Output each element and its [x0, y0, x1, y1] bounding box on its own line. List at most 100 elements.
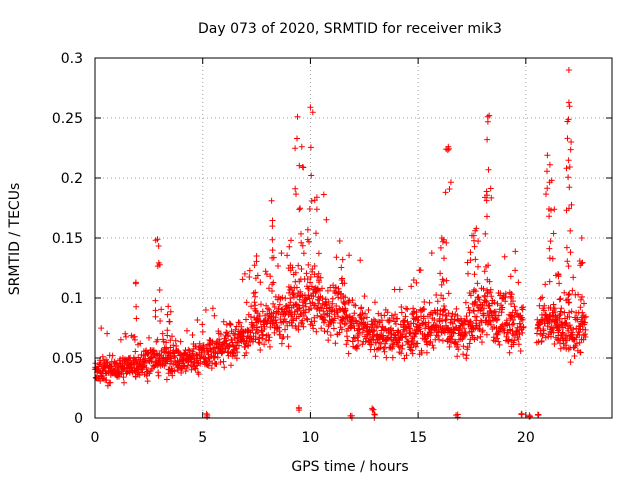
data-point — [121, 379, 127, 386]
data-point — [188, 366, 195, 373]
data-point — [483, 188, 490, 195]
data-point — [133, 303, 140, 310]
data-point — [332, 340, 339, 347]
x-tick-label: 0 — [91, 430, 100, 446]
data-point — [410, 277, 417, 283]
data-point — [476, 296, 483, 303]
data-point — [143, 364, 150, 371]
data-point — [331, 315, 338, 322]
y-tick-label: 0.1 — [61, 291, 83, 307]
data-point — [426, 299, 433, 306]
data-point — [211, 312, 218, 319]
data-point — [561, 289, 568, 296]
data-point — [360, 315, 367, 322]
data-point — [471, 243, 478, 250]
data-point — [177, 338, 184, 345]
data-point — [466, 340, 473, 347]
data-point — [517, 348, 524, 354]
data-point — [155, 243, 162, 249]
data-point — [167, 337, 174, 344]
data-point — [386, 317, 393, 324]
data-point — [361, 293, 368, 300]
data-point — [578, 260, 585, 267]
data-point — [163, 376, 170, 383]
data-point — [103, 356, 110, 363]
data-point — [512, 267, 519, 274]
data-point — [266, 285, 272, 292]
data-point — [516, 331, 523, 338]
data-point — [408, 347, 415, 354]
data-point — [462, 330, 469, 337]
data-point — [494, 335, 500, 342]
data-point — [164, 327, 171, 334]
data-point — [467, 257, 474, 264]
data-point — [477, 307, 484, 314]
data-point — [308, 305, 315, 312]
data-point — [362, 338, 369, 345]
data-point — [418, 349, 425, 356]
data-point — [195, 371, 202, 378]
data-point — [466, 309, 473, 316]
data-point — [359, 310, 366, 316]
data-point — [544, 185, 551, 192]
data-point — [297, 311, 304, 318]
data-point — [265, 337, 272, 344]
data-point — [567, 359, 574, 366]
data-point — [292, 269, 299, 276]
data-point — [247, 313, 254, 320]
data-point — [271, 304, 278, 310]
data-point — [581, 319, 588, 326]
data-point — [577, 296, 584, 303]
data-point — [460, 334, 467, 340]
data-point — [320, 308, 327, 315]
data-point — [133, 315, 140, 322]
data-point — [453, 305, 460, 312]
data-point — [546, 255, 553, 262]
data-point — [319, 295, 326, 302]
data-point — [365, 307, 372, 313]
data-point — [152, 297, 159, 304]
data-point — [221, 364, 228, 371]
data-point — [483, 197, 490, 204]
data-point — [169, 372, 176, 379]
data-point — [249, 323, 256, 330]
data-point — [234, 339, 241, 346]
data-point — [302, 309, 309, 316]
data-point — [307, 274, 314, 280]
data-point — [482, 230, 489, 237]
data-point — [248, 303, 255, 310]
data-point — [300, 323, 307, 330]
data-point — [428, 250, 435, 256]
data-point — [573, 340, 580, 347]
data-point — [436, 336, 443, 343]
data-point — [478, 306, 485, 313]
data-point — [296, 304, 303, 311]
data-point — [491, 299, 498, 306]
data-point — [352, 302, 359, 309]
data-point — [287, 299, 294, 306]
data-point — [294, 135, 300, 142]
data-point — [358, 304, 365, 311]
data-point — [257, 279, 264, 286]
data-point — [505, 336, 512, 343]
data-point — [421, 299, 428, 305]
data-point — [270, 300, 277, 307]
data-point — [577, 349, 584, 356]
data-point — [459, 321, 466, 328]
data-point — [330, 325, 337, 332]
x-tick-label: 5 — [198, 430, 207, 446]
data-point — [378, 327, 385, 334]
data-point — [413, 279, 420, 286]
data-point — [474, 280, 481, 287]
data-point — [402, 313, 409, 320]
data-point — [551, 341, 558, 347]
data-point — [520, 304, 527, 311]
data-point — [233, 355, 240, 362]
data-point — [167, 360, 173, 367]
data-point — [253, 258, 260, 265]
data-point — [567, 249, 574, 256]
data-point — [460, 343, 467, 350]
data-point — [251, 262, 258, 269]
data-point — [262, 268, 269, 275]
data-point — [413, 330, 420, 337]
